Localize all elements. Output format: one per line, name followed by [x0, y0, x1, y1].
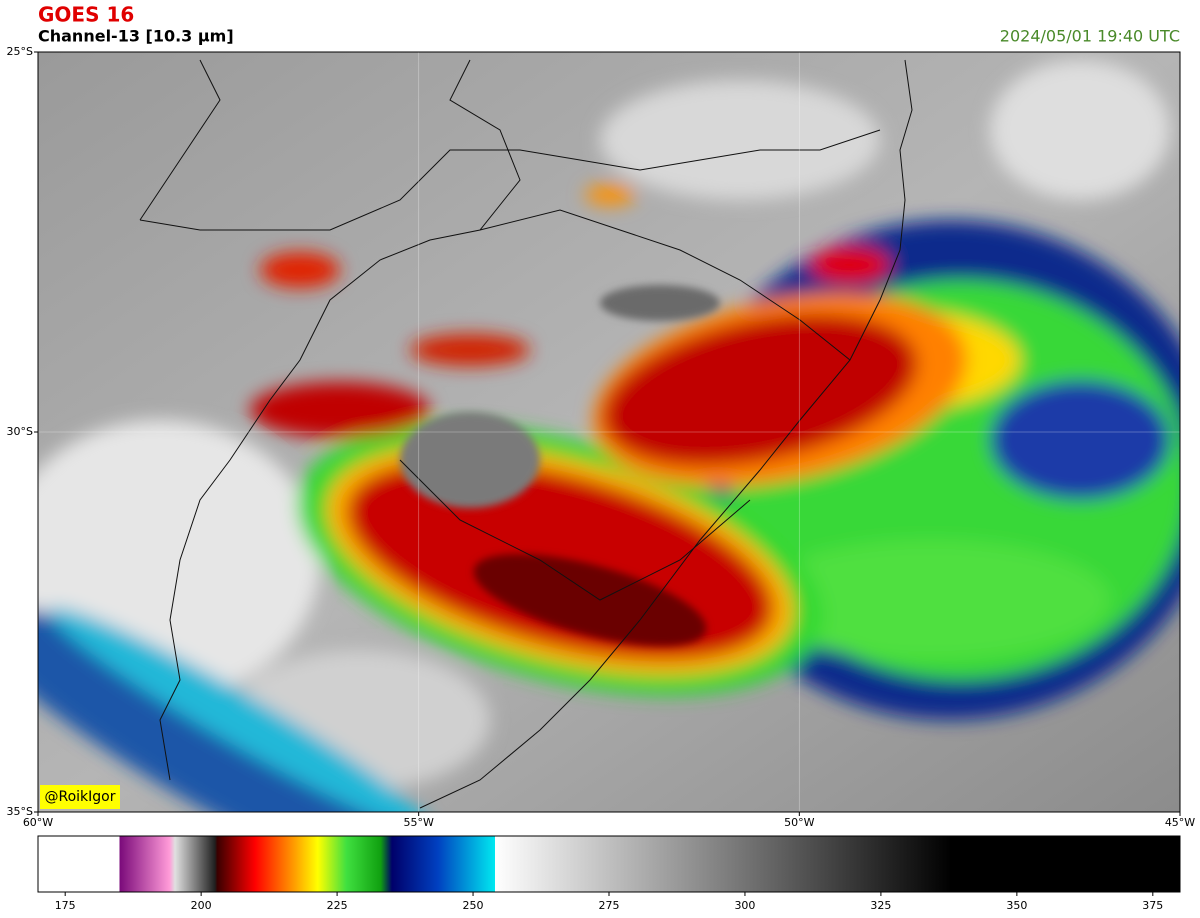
timestamp: 2024/05/01 19:40 UTC — [1000, 27, 1180, 46]
lat-label: 35°S — [7, 805, 33, 818]
lon-label: 55°W — [403, 816, 433, 829]
lon-label: 60°W — [23, 816, 53, 829]
colorbar-tick-label: 225 — [327, 899, 348, 912]
colorbar-tick-label: 200 — [191, 899, 212, 912]
colorbar-tick-label: 275 — [599, 899, 620, 912]
colorbar-tick-label: 300 — [734, 899, 755, 912]
lon-label: 45°W — [1165, 816, 1195, 829]
colorbar-tick-label: 350 — [1006, 899, 1027, 912]
colorbar — [37, 835, 1181, 893]
colorbar-tick-label: 175 — [55, 899, 76, 912]
colorbar-tick-label: 325 — [870, 899, 891, 912]
colorbar-tick-label: 250 — [463, 899, 484, 912]
lat-label: 25°S — [7, 45, 33, 58]
credit-box — [40, 785, 120, 809]
credit: @RoikIgor — [45, 789, 116, 805]
title: GOES 16 — [38, 3, 134, 27]
satellite-image — [38, 52, 1180, 812]
lon-label: 50°W — [784, 816, 814, 829]
lat-label: 30°S — [7, 425, 33, 438]
subtitle: Channel-13 [10.3 µm] — [38, 27, 234, 46]
colorbar-tick-label: 375 — [1142, 899, 1163, 912]
